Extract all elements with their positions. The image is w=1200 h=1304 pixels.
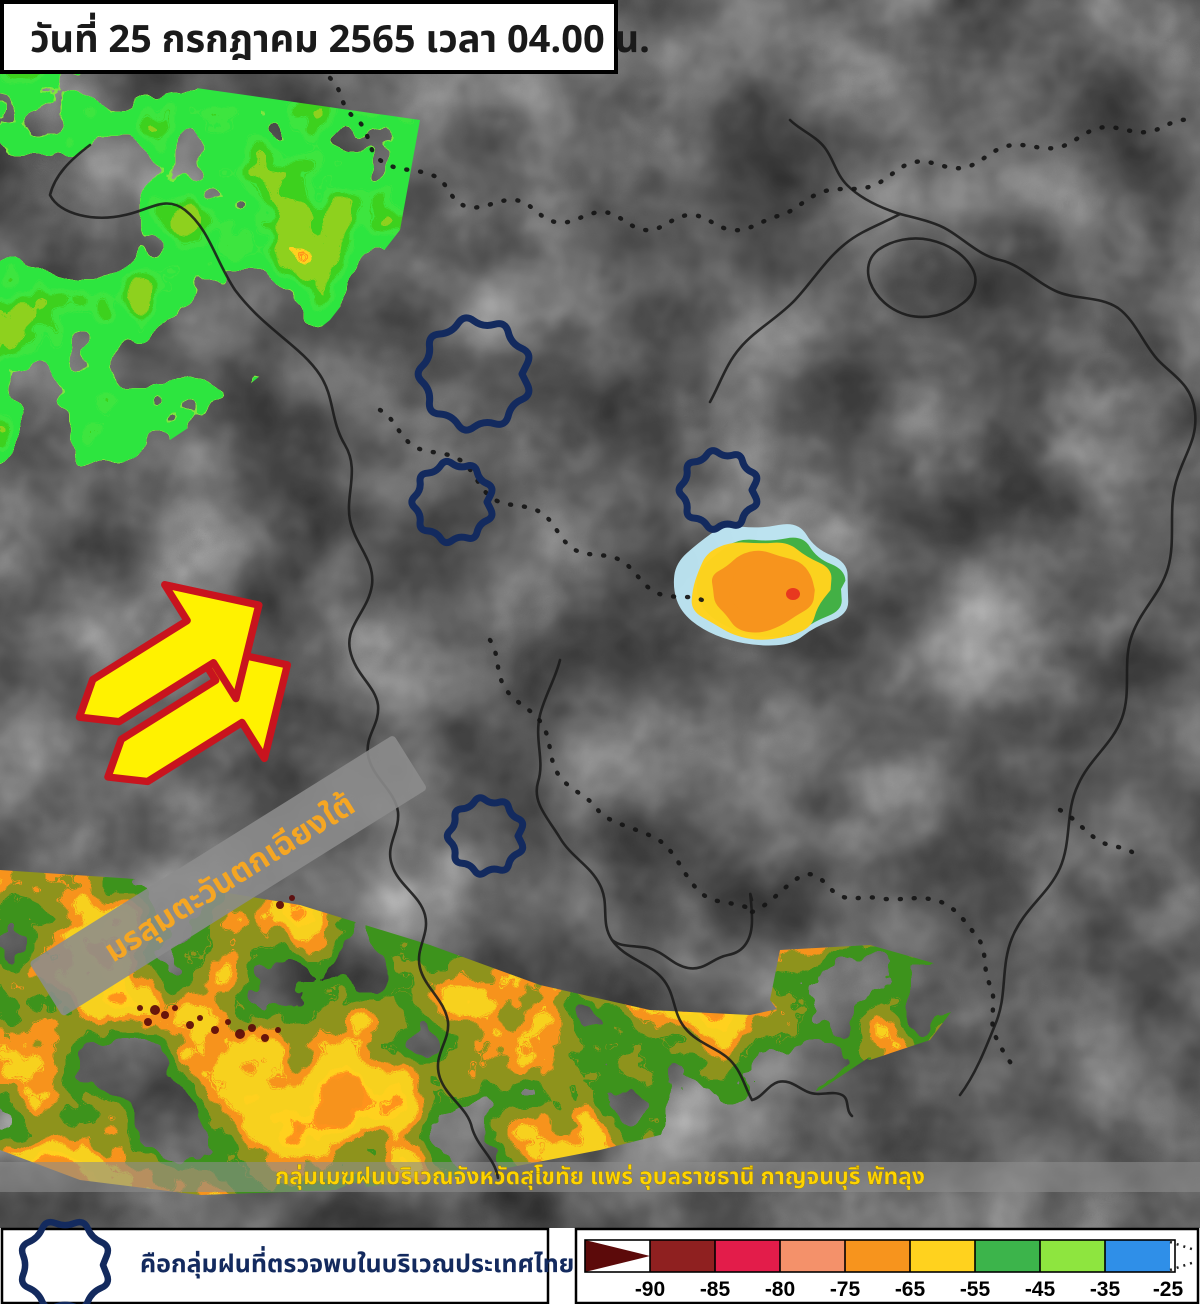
svg-text:-65: -65 [895, 1278, 926, 1301]
svg-text:-85: -85 [700, 1278, 731, 1301]
svg-text:คือกลุ่มฝนที่ตรวจพบในบริเวณประ: คือกลุ่มฝนที่ตรวจพบในบริเวณประเทศไทย [140, 1246, 574, 1284]
svg-text:-35: -35 [1090, 1278, 1121, 1301]
svg-text:-55: -55 [960, 1278, 991, 1301]
svg-text:-80: -80 [765, 1278, 795, 1301]
svg-text:-75: -75 [830, 1278, 861, 1301]
svg-text:-90: -90 [635, 1278, 665, 1301]
svg-text:กลุ่มเมฆฝนบริเวณจังหวัดสุโขทัย: กลุ่มเมฆฝนบริเวณจังหวัดสุโขทัย แพร่ อุบล… [275, 1161, 925, 1195]
svg-text:-25: -25 [1153, 1278, 1184, 1301]
svg-text:วันที่ 25 กรกฎาคม 2565 เวลา 04: วันที่ 25 กรกฎาคม 2565 เวลา 04.00 น. [30, 12, 650, 70]
svg-text:-45: -45 [1025, 1278, 1056, 1301]
